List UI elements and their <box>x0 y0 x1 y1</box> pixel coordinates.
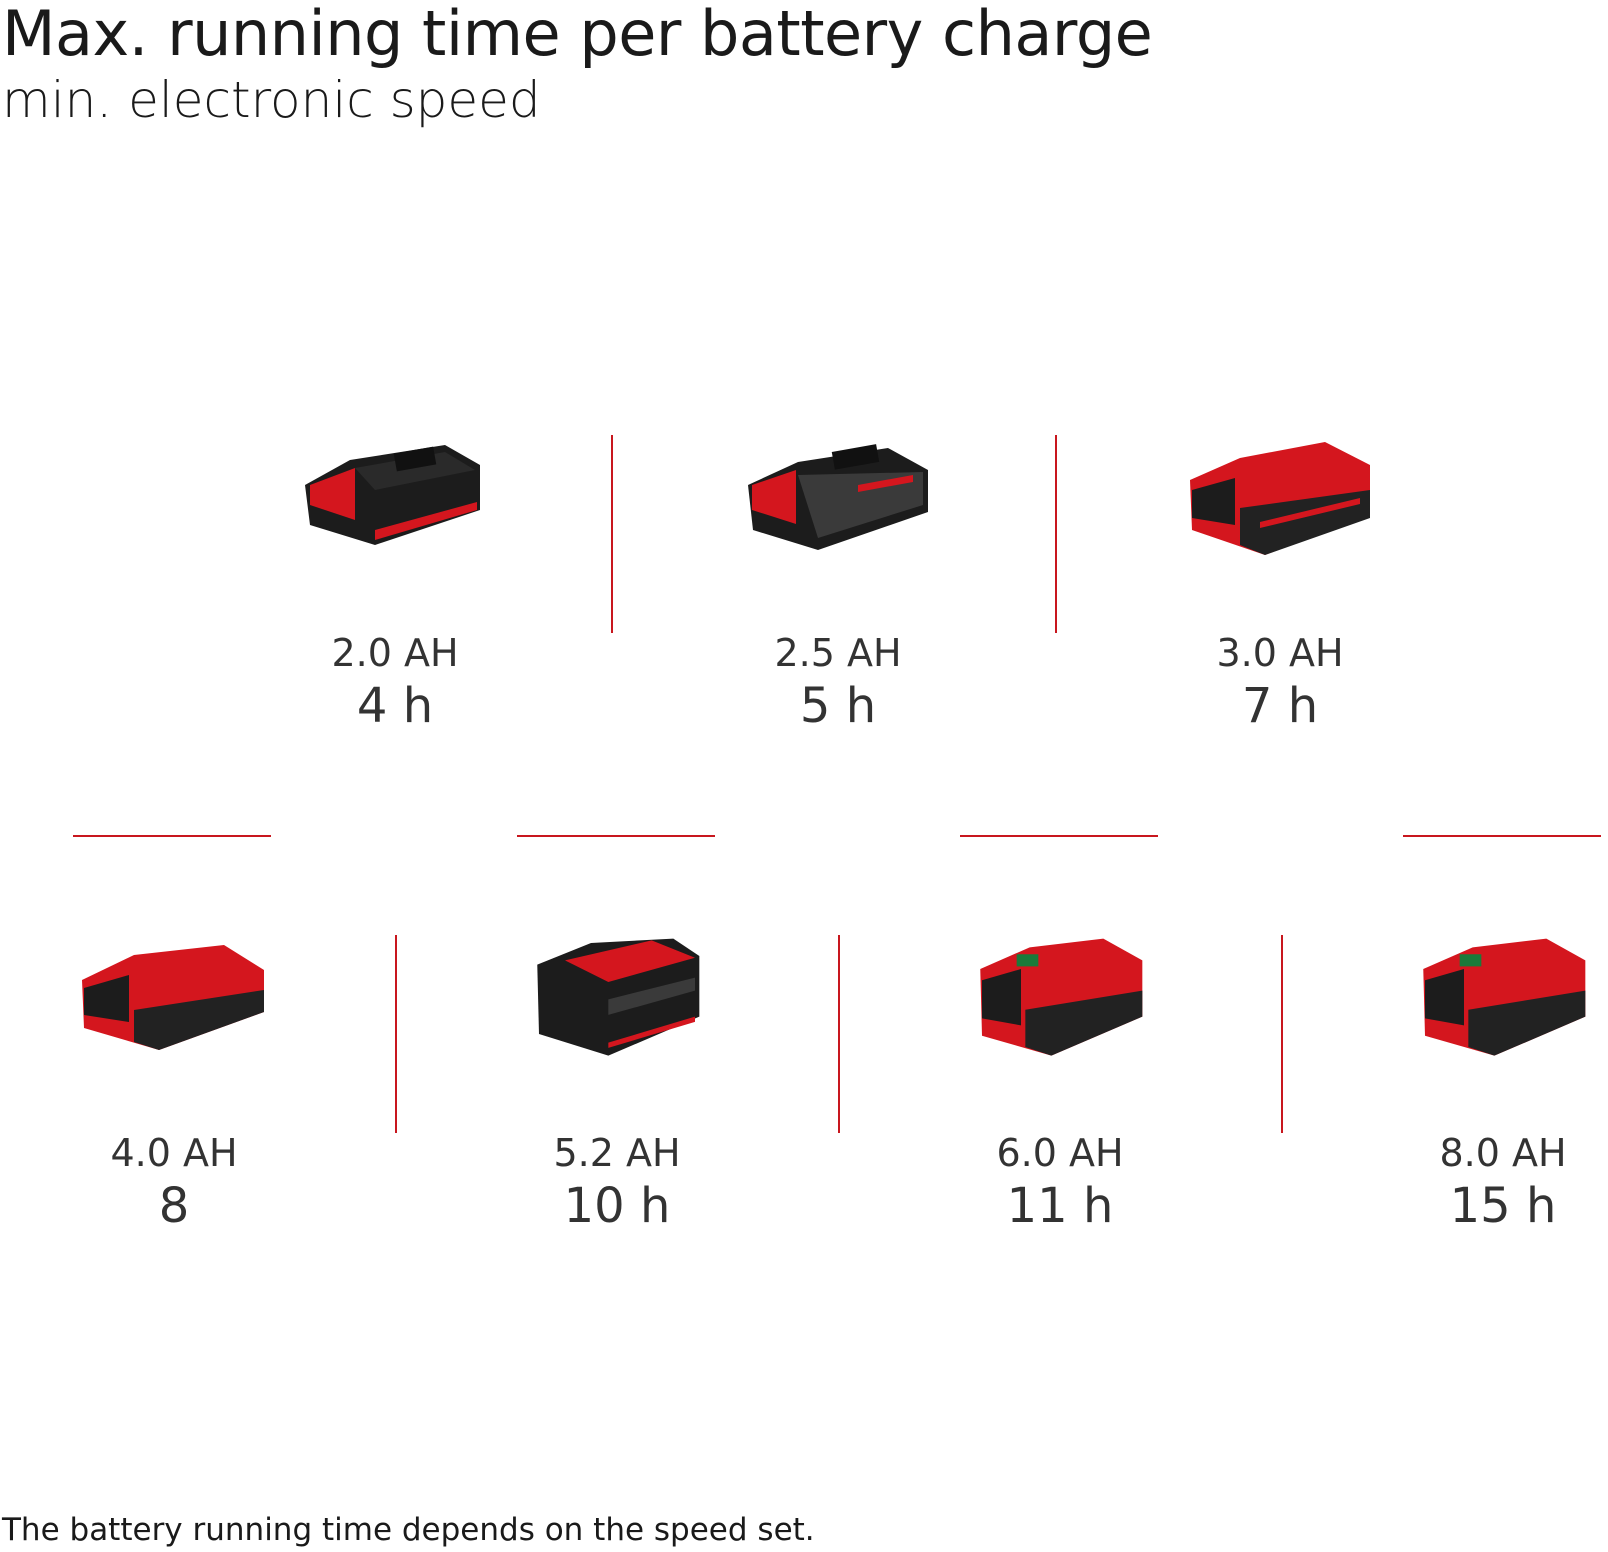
battery-4ah-icon <box>82 945 264 1050</box>
battery-running-time: 15 h <box>1449 1178 1557 1234</box>
divider-vertical <box>1055 435 1057 633</box>
battery-2ah-icon <box>305 445 480 545</box>
battery-running-time: 7 h <box>1241 678 1319 734</box>
divider-horizontal <box>517 835 715 837</box>
page-subtitle: min. electronic speed <box>2 71 541 129</box>
battery-capacity: 6.0 AH <box>996 1131 1124 1175</box>
battery-2-5ah-icon <box>748 444 928 550</box>
battery-running-time: 5 h <box>799 678 877 734</box>
battery-capacity: 2.0 AH <box>331 631 459 675</box>
divider-vertical <box>395 935 397 1133</box>
battery-3ah-icon <box>1190 442 1370 555</box>
battery-running-time: 10 h <box>563 1178 671 1234</box>
divider-vertical <box>838 935 840 1133</box>
battery-card: 3.0 AH 7 h <box>1160 430 1400 734</box>
battery-card: 5.2 AH 10 h <box>497 930 737 1234</box>
divider-vertical <box>1281 935 1283 1133</box>
battery-capacity: 4.0 AH <box>110 1131 238 1175</box>
battery-running-time: 8 <box>158 1178 190 1234</box>
battery-8ah-icon <box>1423 938 1586 1056</box>
battery-card: 4.0 AH 8 <box>54 930 294 1234</box>
battery-capacity: 2.5 AH <box>774 631 902 675</box>
battery-running-time: 4 h <box>356 678 434 734</box>
battery-running-time: 11 h <box>1006 1178 1114 1234</box>
divider-horizontal <box>1403 835 1601 837</box>
divider-horizontal <box>960 835 1158 837</box>
battery-capacity: 3.0 AH <box>1216 631 1344 675</box>
battery-capacity: 8.0 AH <box>1439 1131 1567 1175</box>
footnote: The battery running time depends on the … <box>2 1512 815 1548</box>
battery-card: 2.5 AH 5 h <box>718 430 958 734</box>
battery-card: 2.0 AH 4 h <box>275 430 515 734</box>
battery-6ah-icon <box>980 938 1143 1056</box>
divider-horizontal <box>73 835 271 837</box>
page-title: Max. running time per battery charge <box>2 0 1153 70</box>
battery-card: 8.0 AH 15 h <box>1383 930 1608 1234</box>
battery-capacity: 5.2 AH <box>553 1131 681 1175</box>
divider-vertical <box>611 435 613 633</box>
battery-5-2ah-icon <box>537 938 700 1056</box>
battery-card: 6.0 AH 11 h <box>940 930 1180 1234</box>
